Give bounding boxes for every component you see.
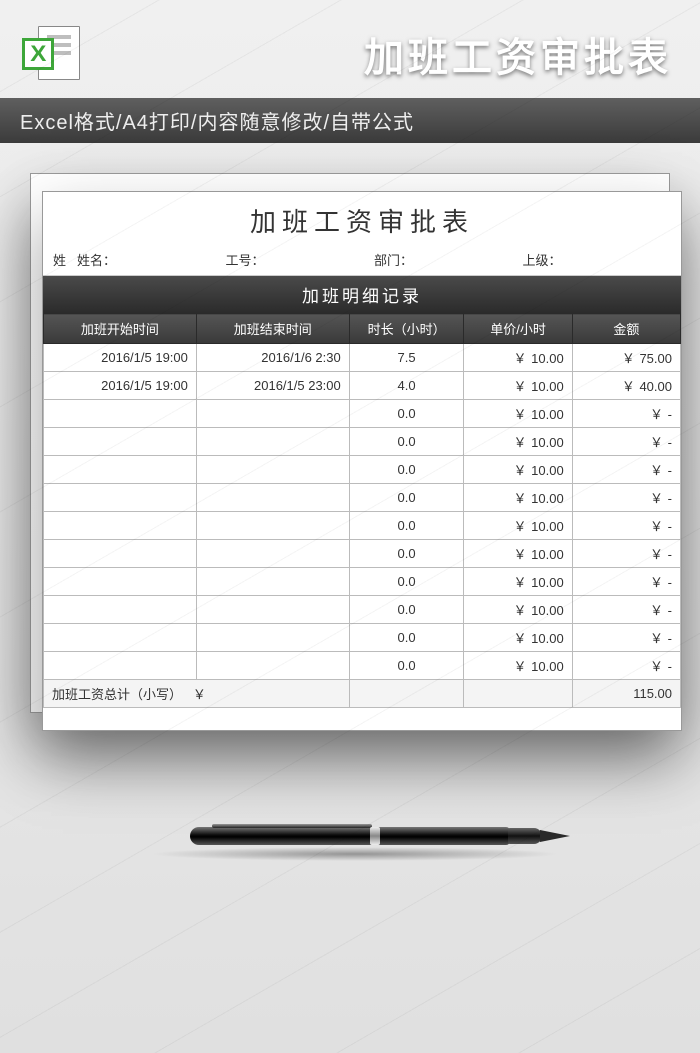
cell-end (196, 596, 349, 624)
cell-start (44, 568, 197, 596)
cell-end (196, 512, 349, 540)
col-amount: 金额 (572, 314, 680, 344)
cell-end (196, 400, 349, 428)
overtime-table: 加班开始时间 加班结束时间 时长（小时） 单价/小时 金额 2016/1/5 1… (43, 313, 681, 708)
cell-start (44, 596, 197, 624)
cell-start (44, 540, 197, 568)
table-row: 0.0￥ 10.00￥ - (44, 652, 681, 680)
cell-duration: 0.0 (349, 624, 464, 652)
cell-rate: ￥ 10.00 (464, 596, 572, 624)
promo-subtitle: Excel格式/A4打印/内容随意修改/自带公式 (0, 98, 700, 143)
cell-rate: ￥ 10.00 (464, 540, 572, 568)
table-row: 0.0￥ 10.00￥ - (44, 568, 681, 596)
doc-title: 加班工资审批表 (43, 192, 681, 247)
cell-end (196, 456, 349, 484)
table-row: 0.0￥ 10.00￥ - (44, 540, 681, 568)
info-empno: 工号： (226, 250, 375, 269)
cell-rate: ￥ 10.00 (464, 568, 572, 596)
total-row: 加班工资总计（小写） ￥ 115.00 (44, 680, 681, 708)
cell-start (44, 484, 197, 512)
cell-start: 2016/1/5 19:00 (44, 372, 197, 400)
cell-start (44, 512, 197, 540)
cell-end (196, 540, 349, 568)
cell-rate: ￥ 10.00 (464, 484, 572, 512)
table-row: 0.0￥ 10.00￥ - (44, 596, 681, 624)
cell-rate: ￥ 10.00 (464, 344, 572, 372)
info-name: 姓名： (77, 250, 226, 269)
fountain-pen-graphic (120, 827, 580, 853)
info-name-prefix: 姓 (53, 250, 77, 269)
table-row: 0.0￥ 10.00￥ - (44, 428, 681, 456)
info-row: 姓 姓名： 工号： 部门： 上级： (43, 247, 681, 276)
col-end: 加班结束时间 (196, 314, 349, 344)
col-duration: 时长（小时） (349, 314, 464, 344)
cell-duration: 0.0 (349, 512, 464, 540)
col-start: 加班开始时间 (44, 314, 197, 344)
table-header-row: 加班开始时间 加班结束时间 时长（小时） 单价/小时 金额 (44, 314, 681, 344)
table-row: 2016/1/5 19:002016/1/5 23:004.0￥ 10.00￥ … (44, 372, 681, 400)
cell-amount: ￥ 40.00 (572, 372, 680, 400)
cell-start: 2016/1/5 19:00 (44, 344, 197, 372)
cell-rate: ￥ 10.00 (464, 652, 572, 680)
cell-duration: 0.0 (349, 596, 464, 624)
cell-amount: ￥ - (572, 512, 680, 540)
cell-rate: ￥ 10.00 (464, 372, 572, 400)
cell-amount: ￥ - (572, 484, 680, 512)
cell-end (196, 624, 349, 652)
cell-duration: 0.0 (349, 428, 464, 456)
sheet-front-page: 加班工资审批表 姓 姓名： 工号： 部门： 上级： 加班明细记录 加班开始时间 … (42, 191, 682, 731)
cell-start (44, 400, 197, 428)
cell-end (196, 652, 349, 680)
cell-end (196, 484, 349, 512)
cell-end: 2016/1/5 23:00 (196, 372, 349, 400)
table-row: 0.0￥ 10.00￥ - (44, 456, 681, 484)
info-dept: 部门： (374, 250, 523, 269)
col-rate: 单价/小时 (464, 314, 572, 344)
promo-title: 加班工资审批表 (98, 25, 680, 83)
cell-rate: ￥ 10.00 (464, 512, 572, 540)
promo-header: 加班工资审批表 (0, 0, 700, 94)
total-value: 115.00 (572, 680, 680, 708)
info-supervisor: 上级： (523, 250, 672, 269)
cell-duration: 4.0 (349, 372, 464, 400)
cell-amount: ￥ 75.00 (572, 344, 680, 372)
cell-end (196, 568, 349, 596)
table-row: 2016/1/5 19:002016/1/6 2:307.5￥ 10.00￥ 7… (44, 344, 681, 372)
cell-start (44, 652, 197, 680)
cell-duration: 0.0 (349, 484, 464, 512)
total-label: 加班工资总计（小写） ￥ (44, 680, 350, 708)
cell-start (44, 624, 197, 652)
cell-duration: 0.0 (349, 400, 464, 428)
cell-end (196, 428, 349, 456)
excel-file-icon (20, 22, 84, 86)
cell-duration: 0.0 (349, 540, 464, 568)
section-header: 加班明细记录 (43, 276, 681, 313)
cell-rate: ￥ 10.00 (464, 400, 572, 428)
cell-amount: ￥ - (572, 568, 680, 596)
cell-start (44, 428, 197, 456)
table-row: 0.0￥ 10.00￥ - (44, 484, 681, 512)
cell-rate: ￥ 10.00 (464, 456, 572, 484)
table-row: 0.0￥ 10.00￥ - (44, 624, 681, 652)
cell-amount: ￥ - (572, 428, 680, 456)
cell-amount: ￥ - (572, 540, 680, 568)
cell-start (44, 456, 197, 484)
cell-amount: ￥ - (572, 456, 680, 484)
cell-amount: ￥ - (572, 652, 680, 680)
cell-rate: ￥ 10.00 (464, 428, 572, 456)
cell-rate: ￥ 10.00 (464, 624, 572, 652)
cell-duration: 0.0 (349, 568, 464, 596)
table-row: 0.0￥ 10.00￥ - (44, 400, 681, 428)
cell-amount: ￥ - (572, 596, 680, 624)
cell-duration: 0.0 (349, 456, 464, 484)
cell-duration: 7.5 (349, 344, 464, 372)
cell-amount: ￥ - (572, 624, 680, 652)
cell-end: 2016/1/6 2:30 (196, 344, 349, 372)
cell-duration: 0.0 (349, 652, 464, 680)
cell-amount: ￥ - (572, 400, 680, 428)
table-row: 0.0￥ 10.00￥ - (44, 512, 681, 540)
document-stage: 加班工资审批表 姓 姓名： 工号： 部门： 上级： 加班明细记录 加班开始时间 … (0, 173, 700, 893)
